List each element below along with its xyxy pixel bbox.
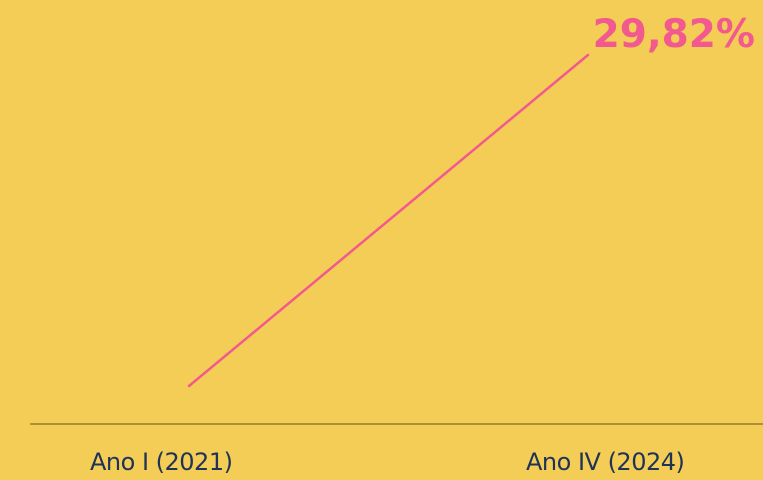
end-value-label: 29,82%: [592, 12, 755, 57]
x-tick-label-2024: Ano IV (2024): [526, 448, 685, 476]
x-tick-label-2021: Ano I (2021): [90, 448, 233, 476]
series-line: [187, 53, 590, 388]
